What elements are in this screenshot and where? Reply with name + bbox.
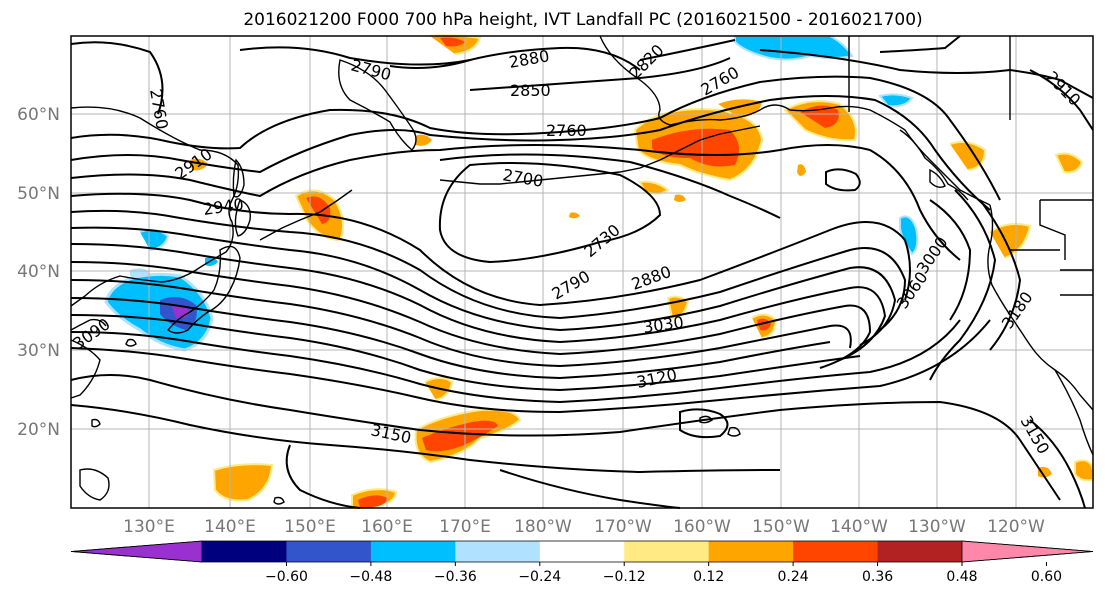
lon-label: 130°E <box>123 517 175 537</box>
colorbar-extend-low <box>70 540 203 563</box>
colorbar-segment <box>624 541 710 562</box>
lon-label: 160°E <box>361 517 413 537</box>
lat-label-20n: 20°N <box>17 420 60 440</box>
colorbar-tick-label: −0.60 <box>265 569 308 585</box>
lon-label: 170°W <box>594 517 652 537</box>
lon-label: 140°W <box>830 517 888 537</box>
coastlines <box>70 35 1094 505</box>
lon-label: 150°E <box>284 517 336 537</box>
lon-label: 170°E <box>439 517 491 537</box>
colorbar-extend-high <box>961 540 1094 563</box>
lon-label: 140°E <box>204 517 256 537</box>
lon-label: 160°W <box>673 517 731 537</box>
colorbar-segment <box>455 541 541 562</box>
longitude-labels: 130°E 140°E 150°E 160°E 170°E 180°W 170°… <box>123 517 1045 537</box>
latitude-labels: 60°N 50°N 40°N 30°N 20°N <box>17 105 60 440</box>
colorbar-tick-label: −0.36 <box>434 569 477 585</box>
lat-label-60n: 60°N <box>17 105 60 125</box>
colorbar-segment <box>286 541 372 562</box>
colorbar-tick-label: −0.24 <box>518 569 561 585</box>
height-contours <box>70 35 1094 509</box>
colorbar-tick-label: 0.60 <box>1031 569 1062 585</box>
colorbar-tick-label: 0.48 <box>946 569 977 585</box>
colorbar-segment <box>708 541 794 562</box>
map-title: 2016021200 F000 700 hPa height, IVT Land… <box>243 10 922 30</box>
map-panel: 2760 2790 2880 2850 2820 2760 2910 2940 … <box>69 34 1094 510</box>
colorbar-ticks: −0.60 −0.48 −0.36 −0.24 −0.12 0.12 0.24 0.36 0.4… <box>265 562 1062 585</box>
lat-label-30n: 30°N <box>17 341 60 361</box>
colorbar-outline <box>70 540 1094 563</box>
lon-label: 130°W <box>908 517 966 537</box>
lon-label: 120°W <box>987 517 1045 537</box>
colorbar-segment <box>877 541 963 562</box>
colorbar-tick-label: −0.48 <box>349 569 392 585</box>
colorbar: −0.60 −0.48 −0.36 −0.24 −0.12 0.12 0.24 0.36 0.4… <box>70 540 1094 585</box>
lon-label: 150°W <box>752 517 810 537</box>
colorbar-segment <box>202 541 287 562</box>
map-border <box>70 35 1094 509</box>
colorbar-segments <box>70 540 1094 563</box>
colorbar-tick-label: 0.36 <box>862 569 893 585</box>
lat-label-50n: 50°N <box>17 184 60 204</box>
colorbar-segment <box>370 541 456 562</box>
lon-label: 180°W <box>514 517 572 537</box>
colorbar-tick-label: −0.12 <box>603 569 646 585</box>
colorbar-tick-label: 0.24 <box>778 569 809 585</box>
contour-label: 2850 <box>510 81 551 100</box>
colorbar-tick-label: 0.12 <box>693 569 724 585</box>
colorbar-segment <box>793 541 879 562</box>
lat-label-40n: 40°N <box>17 262 60 282</box>
colorbar-segment <box>539 541 625 562</box>
contour-label: 2760 <box>546 121 587 140</box>
